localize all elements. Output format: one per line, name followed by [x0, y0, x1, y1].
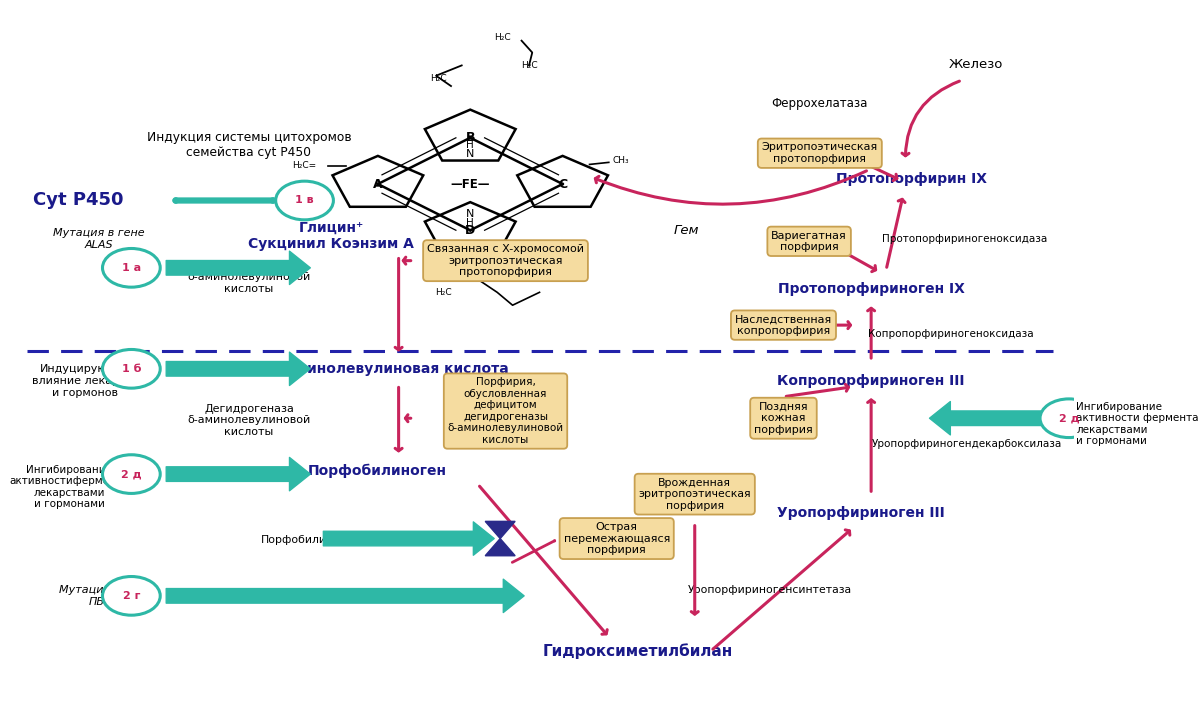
Text: 2 д: 2 д: [1058, 413, 1079, 423]
Circle shape: [102, 577, 161, 615]
Circle shape: [102, 454, 161, 493]
Text: Наследственная
копропорфирия: Наследственная копропорфирия: [734, 314, 832, 336]
Text: 1 а: 1 а: [121, 263, 140, 273]
Text: Железо: Железо: [949, 58, 1003, 71]
Text: 1 б: 1 б: [121, 364, 142, 374]
Text: Уропорфириноген III: Уропорфириноген III: [776, 506, 944, 521]
Text: Мутация в гене
ПБГД: Мутация в гене ПБГД: [59, 585, 150, 607]
Text: H₂C: H₂C: [434, 288, 451, 297]
Circle shape: [1040, 399, 1098, 438]
Text: D: D: [466, 224, 475, 237]
Text: Дегидрогеназа
δ-аминолевулиновой
кислоты: Дегидрогеназа δ-аминолевулиновой кислоты: [187, 404, 311, 437]
Text: H: H: [467, 218, 474, 228]
Text: H₂C: H₂C: [307, 208, 324, 217]
Text: 1 в: 1 в: [295, 196, 314, 206]
Text: Cyt P450: Cyt P450: [32, 191, 124, 209]
Text: H: H: [467, 140, 474, 150]
Text: B: B: [466, 132, 475, 145]
Text: Синтетаза
δ-аминолевулиновой
кислоты: Синтетаза δ-аминолевулиновой кислоты: [187, 260, 311, 294]
Text: H₂C: H₂C: [430, 74, 446, 83]
Text: Гидроксиметилбилан: Гидроксиметилбилан: [542, 643, 733, 659]
Text: Гем: Гем: [673, 224, 698, 237]
Text: H₂C: H₂C: [494, 32, 511, 42]
Text: Врожденная
эритропоэтическая
порфирия: Врожденная эритропоэтическая порфирия: [638, 477, 751, 510]
Polygon shape: [485, 521, 515, 539]
Text: Индуцирующее
влияние лекарств
и гормонов: Индуцирующее влияние лекарств и гормонов: [32, 365, 138, 398]
Text: CH₃: CH₃: [613, 156, 629, 165]
Polygon shape: [485, 539, 515, 556]
Circle shape: [102, 249, 161, 287]
Text: Копропорфириногеноксидаза: Копропорфириногеноксидаза: [868, 329, 1033, 339]
Text: δ-аминолевулиновая кислота: δ-аминолевулиновая кислота: [271, 362, 509, 376]
Text: Феррохелатаза: Феррохелатаза: [772, 96, 868, 109]
Text: N: N: [466, 149, 474, 159]
Text: H₂C=: H₂C=: [292, 162, 317, 170]
Text: Поздняя
кожная
порфирия: Поздняя кожная порфирия: [754, 402, 812, 435]
Text: Ингибирование
активностифермента
лекарствами
и гормонами: Ингибирование активностифермента лекарст…: [10, 464, 128, 509]
Circle shape: [276, 181, 334, 220]
Text: Острая
перемежающаяся
порфирия: Острая перемежающаяся порфирия: [564, 522, 670, 555]
Text: Порфобилиногендезаминаза: Порфобилиногендезаминаза: [262, 535, 430, 545]
Text: Связанная с X-хромосомой
эритропоэтическая
протопорфирия: Связанная с X-хромосомой эритропоэтическ…: [427, 244, 584, 278]
Text: —FE—: —FE—: [450, 178, 490, 191]
Text: Уропорфириногенсинтетаза: Уропорфириногенсинтетаза: [688, 585, 852, 595]
Text: Мутация в гене
ALAS: Мутация в гене ALAS: [54, 229, 145, 250]
Text: Протопорфирин IX: Протопорфирин IX: [836, 172, 988, 186]
Text: 2 г: 2 г: [122, 591, 140, 601]
Text: Вариегатная
порфирия: Вариегатная порфирия: [772, 231, 847, 252]
Text: Индукция системы цитохромов
семейства cyt P450: Индукция системы цитохромов семейства cy…: [146, 131, 352, 159]
Circle shape: [102, 349, 161, 388]
Text: 2 д: 2 д: [121, 469, 142, 479]
Text: Ингибирование
активности фермента
лекарствами
и гормонами: Ингибирование активности фермента лекарс…: [1076, 401, 1199, 446]
Text: H₂C: H₂C: [521, 61, 538, 70]
Text: Порфирия,
обусловленная
дефицитом
дегидрогеназы
δ-аминолевулиновой
кислоты: Порфирия, обусловленная дефицитом дегидр…: [448, 377, 564, 445]
Text: Копропорфириноген III: Копропорфириноген III: [778, 374, 965, 388]
Text: Протопорфириноген IX: Протопорфириноген IX: [778, 283, 965, 296]
Text: Протопорфириногеноксидаза: Протопорфириногеноксидаза: [882, 234, 1048, 244]
Text: Уропорфириногендекарбоксилаза: Уропорфириногендекарбоксилаза: [872, 439, 1062, 449]
Text: A: A: [373, 178, 383, 191]
Text: C: C: [558, 178, 568, 191]
Text: Порфобилиноген: Порфобилиноген: [307, 463, 446, 477]
Text: Глицин⁺
Сукцинил Коэнзим А: Глицин⁺ Сукцинил Коэнзим А: [248, 221, 414, 252]
Text: Эритропоэтическая
протопорфирия: Эритропоэтическая протопорфирия: [762, 142, 878, 164]
Text: N: N: [466, 209, 474, 219]
